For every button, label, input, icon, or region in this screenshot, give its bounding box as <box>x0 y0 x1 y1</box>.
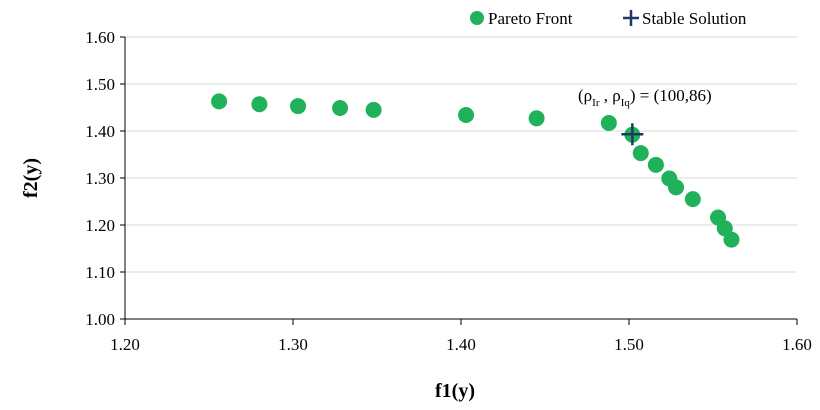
pareto-point <box>290 98 307 115</box>
y-tick-label: 1.60 <box>85 28 115 47</box>
axes <box>120 36 798 325</box>
y-tick-label: 1.50 <box>85 75 115 94</box>
annotation-open: (ρ <box>578 86 592 105</box>
annotation-sub-iq: Iq <box>621 97 631 109</box>
annotation-mid: , ρ <box>599 86 620 105</box>
pareto-point <box>458 107 475 124</box>
pareto-point <box>251 96 268 113</box>
x-tick-label: 1.20 <box>110 335 140 354</box>
x-axis-title: f1(y) <box>435 380 475 402</box>
pareto-point <box>528 110 545 127</box>
stable-annotation: (ρIr , ρIq) = (100,86) <box>578 86 712 109</box>
y-tick-label: 1.30 <box>85 169 115 188</box>
y-tick-label: 1.00 <box>85 310 115 329</box>
pareto-point <box>632 145 649 162</box>
pareto-point <box>684 191 701 208</box>
legend-stable-marker <box>623 10 639 26</box>
y-axis-title: f2(y) <box>20 158 42 198</box>
x-tick-label: 1.50 <box>614 335 644 354</box>
pareto-point <box>647 156 664 173</box>
pareto-point <box>668 179 685 196</box>
legend-stable-label: Stable Solution <box>642 9 747 28</box>
legend: Pareto Front Stable Solution <box>470 9 747 28</box>
y-tick-label: 1.10 <box>85 263 115 282</box>
pareto-point <box>365 101 382 118</box>
annotation-sub-ir: Ir <box>592 97 600 109</box>
legend-pareto-marker <box>470 11 484 25</box>
x-tick-label: 1.60 <box>782 335 812 354</box>
x-tick-label: 1.30 <box>278 335 308 354</box>
grid-lines <box>125 36 797 273</box>
y-tick-label: 1.40 <box>85 122 115 141</box>
pareto-point <box>211 93 228 110</box>
pareto-point <box>332 99 349 116</box>
annotation-close: ) = (100,86) <box>630 86 712 105</box>
data-points <box>211 93 740 248</box>
x-tick-label: 1.40 <box>446 335 476 354</box>
y-tick-label: 1.20 <box>85 216 115 235</box>
x-tick-labels: 1.20 1.30 1.40 1.50 1.60 <box>110 335 812 354</box>
stable-solution-marker <box>621 123 644 146</box>
pareto-point <box>600 115 617 132</box>
pareto-point <box>723 231 740 248</box>
y-tick-labels: 1.00 1.10 1.20 1.30 1.40 1.50 1.60 <box>85 28 115 329</box>
legend-pareto-label: Pareto Front <box>488 9 573 28</box>
